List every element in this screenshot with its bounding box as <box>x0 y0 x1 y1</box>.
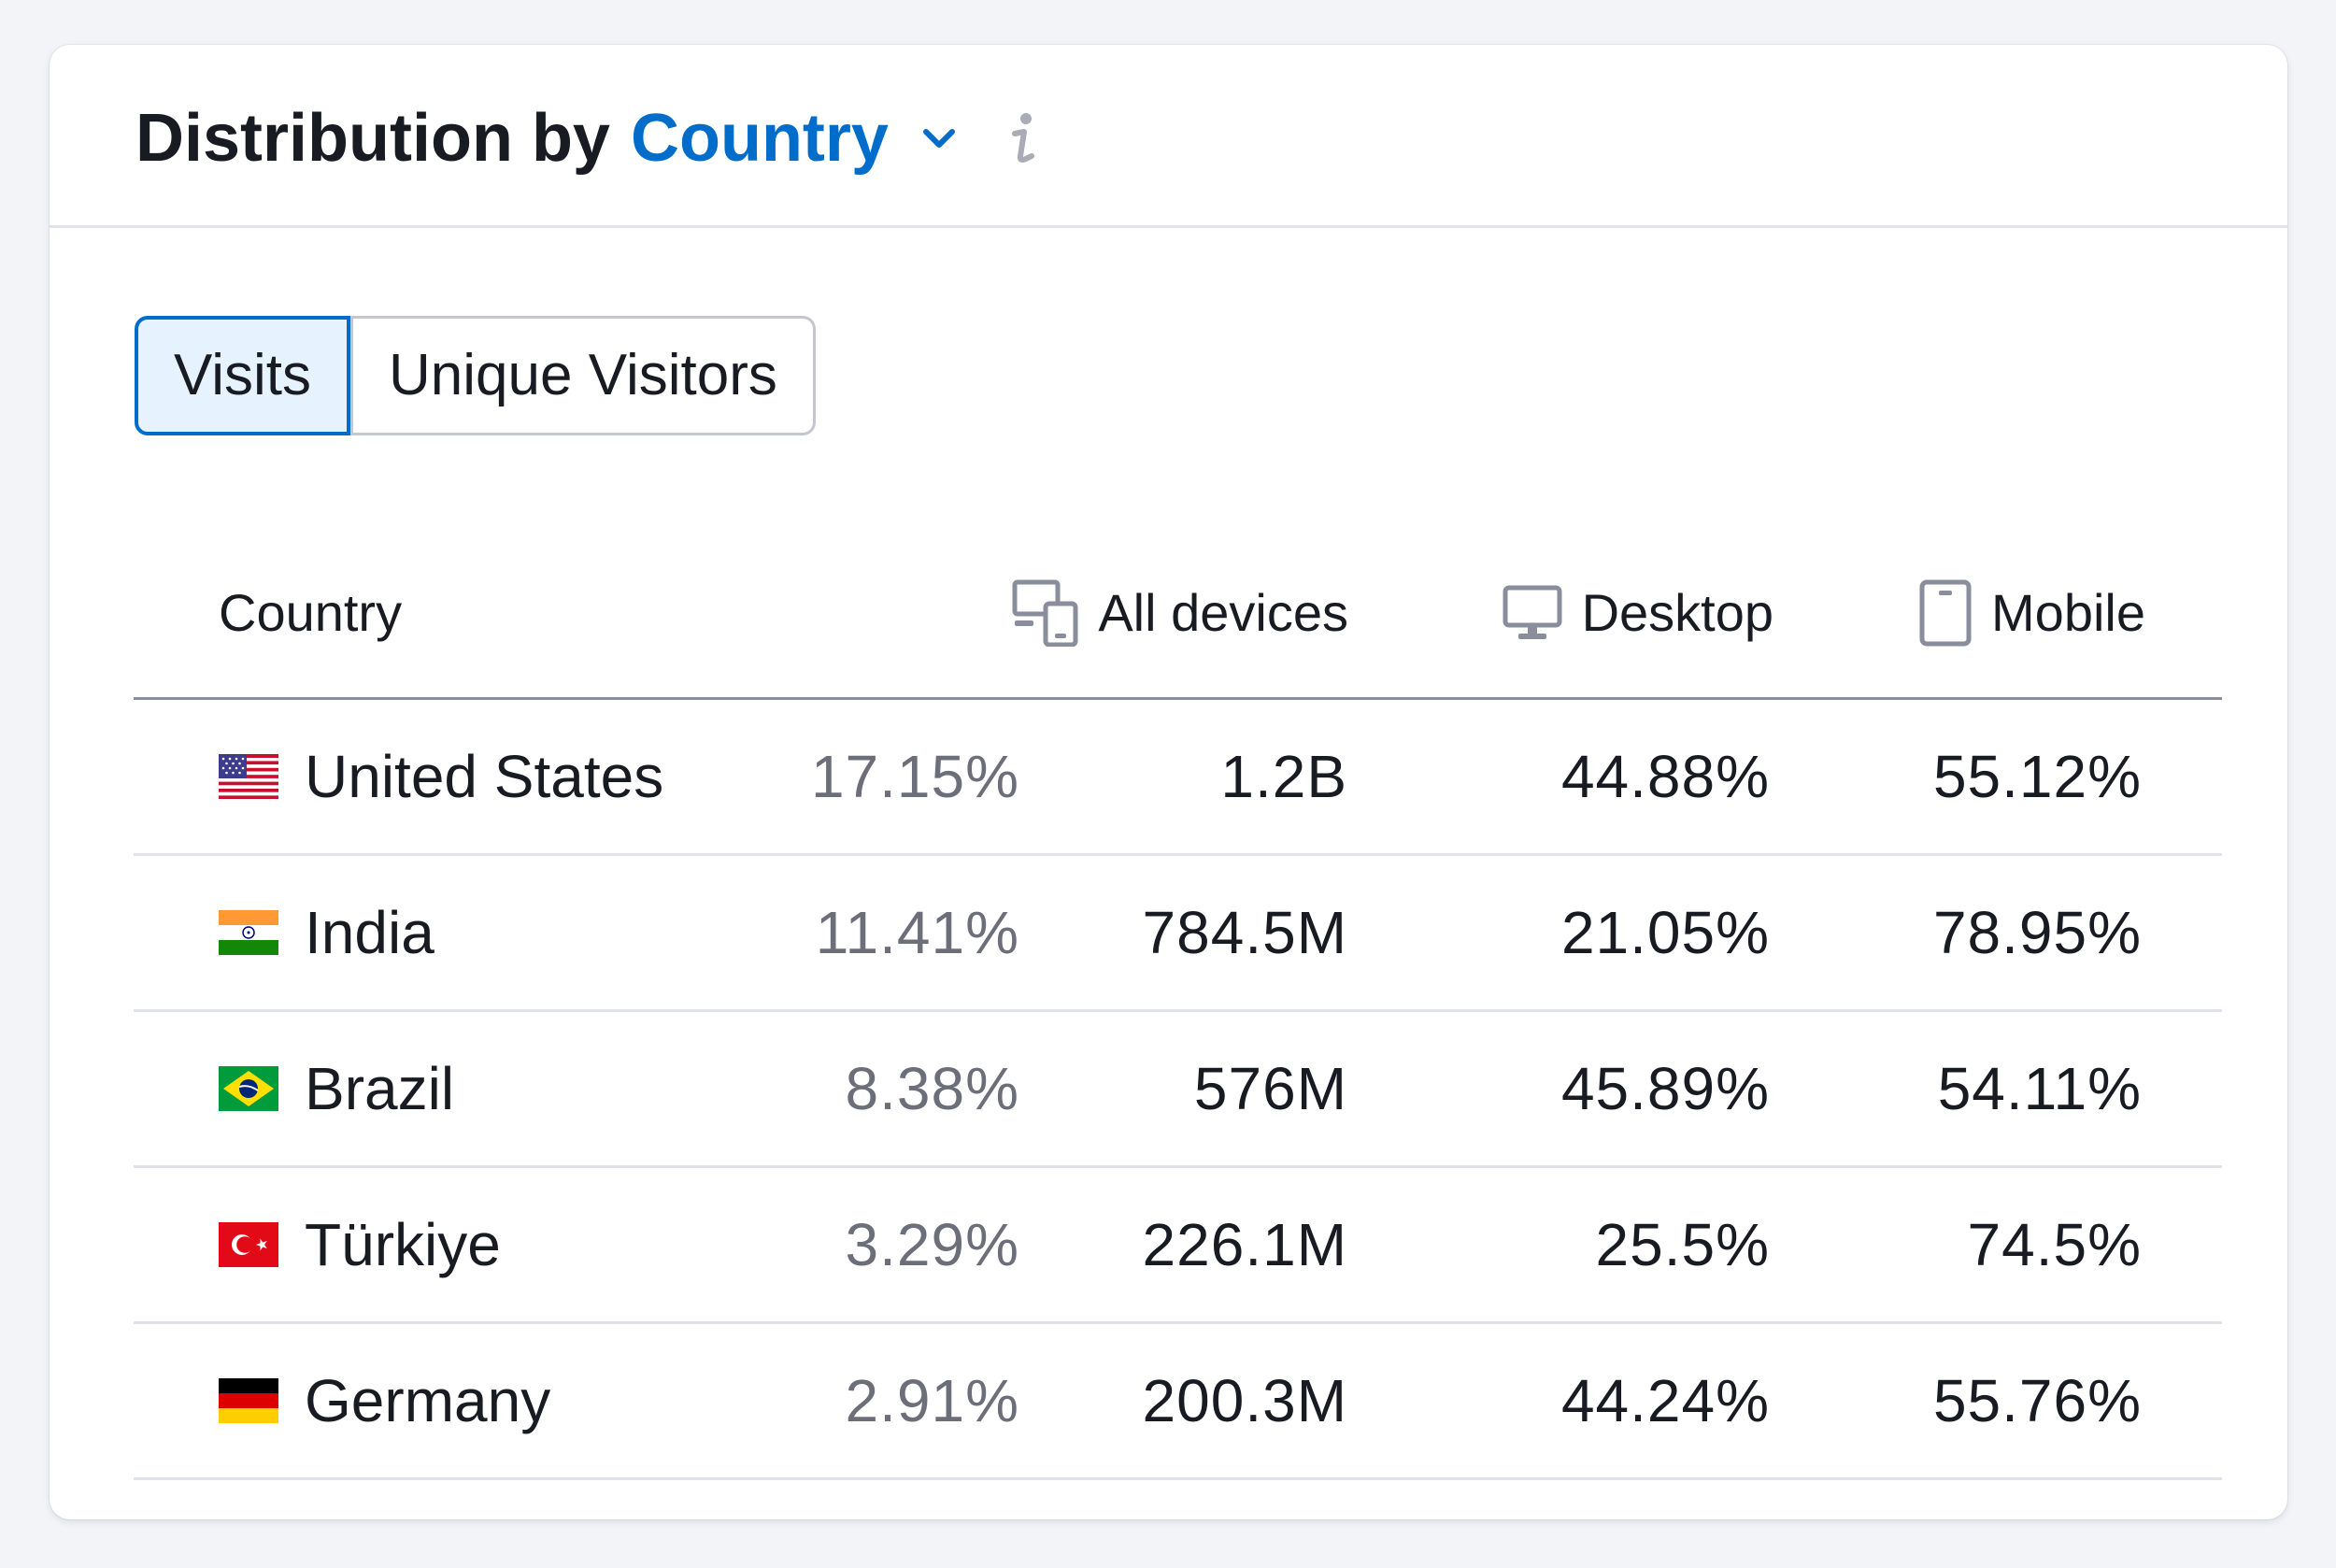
country-cell: Türkiye <box>219 1168 501 1321</box>
mobile-cell: 74.5% <box>1967 1211 2142 1278</box>
desktop-cell: 44.88% <box>1560 743 1770 810</box>
desktop-icon <box>1503 585 1562 639</box>
mobile-cell: 55.76% <box>1932 1367 2142 1434</box>
us-flag-icon <box>219 754 278 799</box>
brazil-flag-icon <box>219 1066 278 1111</box>
traffic-share-cell: 17.15% <box>810 743 1019 810</box>
table-row[interactable]: India 11.41% 784.5M 21.05% 78.95% <box>134 856 2222 1012</box>
column-header-mobile: Mobile <box>1918 576 2145 650</box>
all-devices-cell: 1.2B <box>1220 743 1347 810</box>
country-name: Türkiye <box>305 1211 501 1278</box>
visits-toggle-button[interactable]: Visits <box>135 316 351 435</box>
country-name: India <box>305 899 434 966</box>
column-header-country: Country <box>219 576 402 650</box>
mobile-cell: 78.95% <box>1932 899 2142 966</box>
country-cell: India <box>219 856 434 1009</box>
mobile-cell: 55.12% <box>1932 743 2142 810</box>
chevron-down-icon <box>922 129 955 148</box>
germany-flag-icon <box>219 1378 278 1423</box>
column-header-country-label: Country <box>219 583 403 642</box>
table-row[interactable]: United States 17.15% 1.2B 44.88% 55.12% <box>134 700 2222 856</box>
dropdown-selected-value: Country <box>630 101 889 176</box>
table-row[interactable]: Türkiye 3.29% 226.1M 25.5% 74.5% <box>134 1168 2222 1324</box>
traffic-share-cell: 2.91% <box>845 1367 1019 1434</box>
column-header-all-devices: All devices <box>1012 576 1348 650</box>
all-devices-cell: 576M <box>1193 1055 1347 1122</box>
india-flag-icon <box>219 910 278 955</box>
desktop-cell: 25.5% <box>1595 1211 1770 1278</box>
title-prefix: Distribution by <box>135 101 610 176</box>
column-header-desktop: Desktop <box>1502 576 1773 650</box>
desktop-cell: 45.89% <box>1560 1055 1770 1122</box>
table-row[interactable]: Germany 2.91% 200.3M 44.24% 55.76% <box>134 1324 2222 1480</box>
traffic-share-cell: 8.38% <box>845 1055 1019 1122</box>
country-cell: Brazil <box>219 1012 454 1165</box>
card-header: Distribution by Country <box>50 45 2287 228</box>
country-dimension-dropdown[interactable]: Country <box>631 96 961 180</box>
all-devices-cell: 200.3M <box>1142 1367 1347 1434</box>
unique-visitors-toggle-button[interactable]: Unique Visitors <box>350 316 816 435</box>
all-devices-cell: 784.5M <box>1142 899 1347 966</box>
all-devices-icon <box>1012 579 1078 647</box>
country-cell: Germany <box>219 1324 550 1477</box>
desktop-cell: 21.05% <box>1560 899 1770 966</box>
metric-toggle: Visits Unique Visitors <box>135 316 816 435</box>
turkiye-flag-icon <box>219 1222 278 1267</box>
column-header-mobile-label: Mobile <box>1991 583 2145 642</box>
country-table: Country All devices Desktop <box>134 531 2222 1480</box>
card-title: Distribution by Country <box>135 96 1041 180</box>
country-name: Brazil <box>305 1055 455 1122</box>
distribution-card: Distribution by Country Visits Unique Vi… <box>50 45 2287 1519</box>
column-header-desktop-label: Desktop <box>1581 583 1773 642</box>
table-header: Country All devices Desktop <box>134 531 2222 700</box>
country-name: United States <box>305 743 664 810</box>
column-header-all-devices-label: All devices <box>1098 583 1348 642</box>
mobile-icon <box>1919 579 1972 647</box>
table-row[interactable]: Brazil 8.38% 576M 45.89% 54.11% <box>134 1012 2222 1168</box>
mobile-cell: 54.11% <box>1937 1055 2142 1122</box>
traffic-share-cell: 11.41% <box>815 899 1019 966</box>
country-cell: United States <box>219 700 663 853</box>
all-devices-cell: 226.1M <box>1142 1211 1347 1278</box>
traffic-share-cell: 3.29% <box>845 1211 1019 1278</box>
desktop-cell: 44.24% <box>1560 1367 1770 1434</box>
country-name: Germany <box>305 1367 551 1434</box>
info-icon[interactable] <box>1004 109 1041 167</box>
